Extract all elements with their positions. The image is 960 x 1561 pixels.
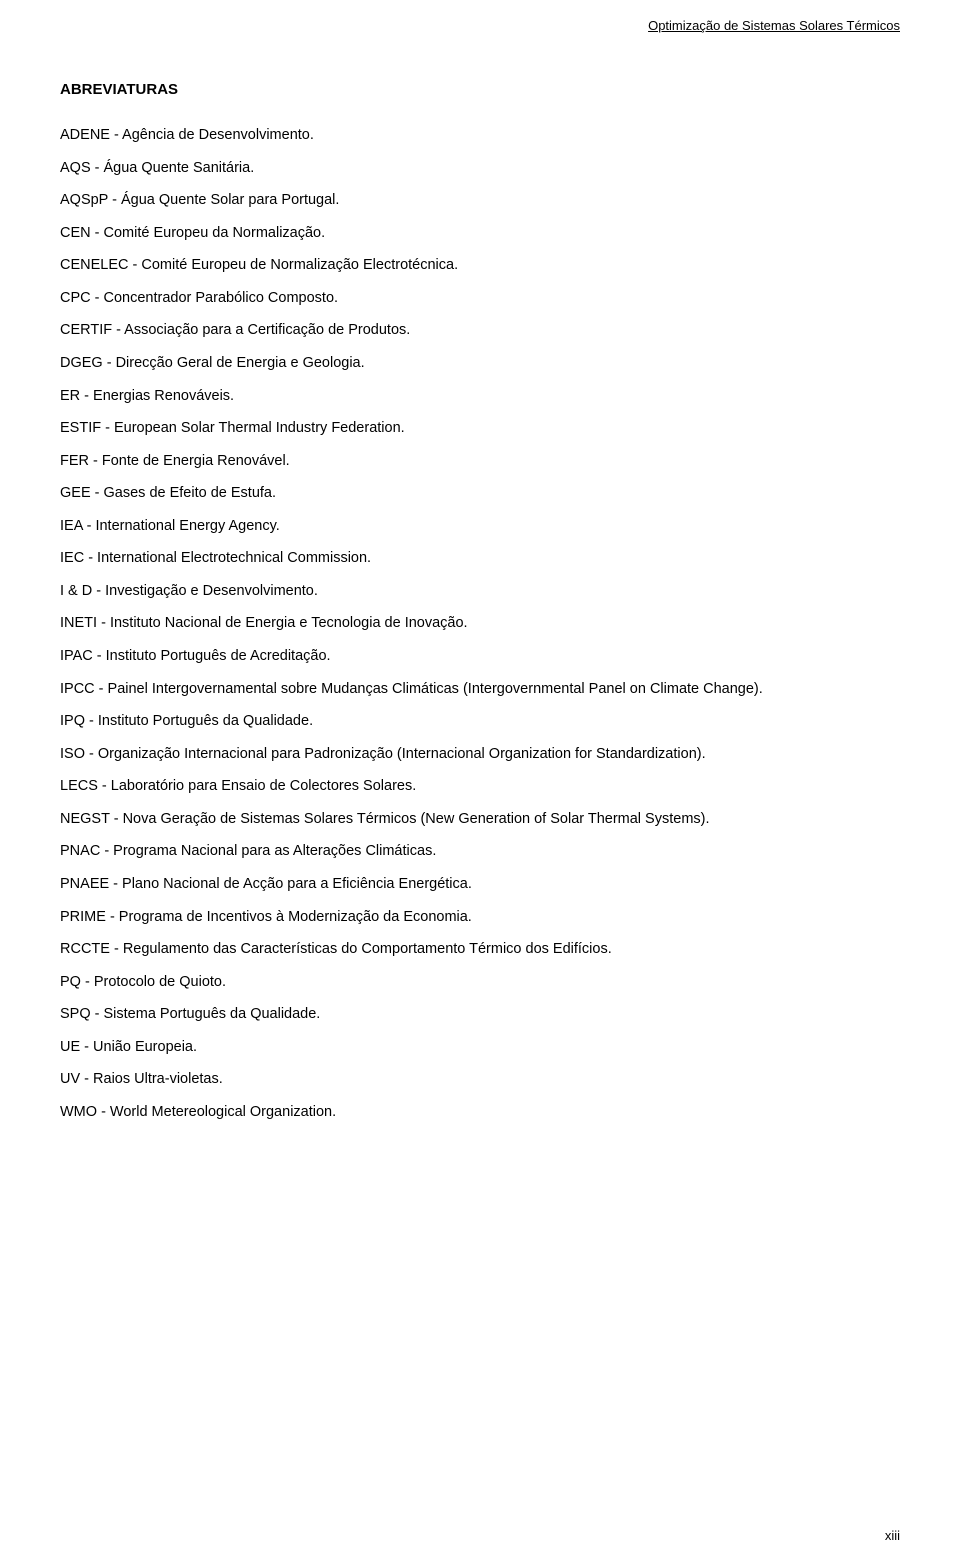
list-item: CERTIF - Associação para a Certificação … bbox=[60, 321, 900, 341]
list-item: IEC - International Electrotechnical Com… bbox=[60, 549, 900, 569]
list-item: RCCTE - Regulamento das Características … bbox=[60, 940, 900, 960]
running-header: Optimização de Sistemas Solares Térmicos bbox=[60, 18, 900, 33]
list-item: CENELEC - Comité Europeu de Normalização… bbox=[60, 256, 900, 276]
list-item: DGEG - Direcção Geral de Energia e Geolo… bbox=[60, 354, 900, 374]
list-item: UV - Raios Ultra-violetas. bbox=[60, 1070, 900, 1090]
list-item: IPAC - Instituto Português de Acreditaçã… bbox=[60, 647, 900, 667]
list-item: ESTIF - European Solar Thermal Industry … bbox=[60, 419, 900, 439]
list-item: PNAC - Programa Nacional para as Alteraç… bbox=[60, 842, 900, 862]
list-item: IPQ - Instituto Português da Qualidade. bbox=[60, 712, 900, 732]
list-item: INETI - Instituto Nacional de Energia e … bbox=[60, 614, 900, 634]
list-item: PQ - Protocolo de Quioto. bbox=[60, 973, 900, 993]
list-item: I & D - Investigação e Desenvolvimento. bbox=[60, 582, 900, 602]
document-page: Optimização de Sistemas Solares Térmicos… bbox=[0, 0, 960, 1561]
list-item: UE - União Europeia. bbox=[60, 1038, 900, 1058]
list-item: LECS - Laboratório para Ensaio de Colect… bbox=[60, 777, 900, 797]
list-item: AQS - Água Quente Sanitária. bbox=[60, 159, 900, 179]
list-item: ISO - Organização Internacional para Pad… bbox=[60, 745, 900, 765]
abbreviation-list: ADENE - Agência de Desenvolvimento. AQS … bbox=[60, 126, 900, 1122]
list-item: ER - Energias Renováveis. bbox=[60, 387, 900, 407]
list-item: PRIME - Programa de Incentivos à Moderni… bbox=[60, 908, 900, 928]
list-item: WMO - World Metereological Organization. bbox=[60, 1103, 900, 1123]
page-number: xiii bbox=[885, 1528, 900, 1543]
list-item: ADENE - Agência de Desenvolvimento. bbox=[60, 126, 900, 146]
list-item: GEE - Gases de Efeito de Estufa. bbox=[60, 484, 900, 504]
list-item: CPC - Concentrador Parabólico Composto. bbox=[60, 289, 900, 309]
list-item: IEA - International Energy Agency. bbox=[60, 517, 900, 537]
list-item: PNAEE - Plano Nacional de Acção para a E… bbox=[60, 875, 900, 895]
list-item: IPCC - Painel Intergovernamental sobre M… bbox=[60, 680, 900, 700]
list-item: CEN - Comité Europeu da Normalização. bbox=[60, 224, 900, 244]
list-item: SPQ - Sistema Português da Qualidade. bbox=[60, 1005, 900, 1025]
list-item: AQSpP - Água Quente Solar para Portugal. bbox=[60, 191, 900, 211]
section-title: ABREVIATURAS bbox=[60, 81, 900, 98]
list-item: FER - Fonte de Energia Renovável. bbox=[60, 452, 900, 472]
list-item: NEGST - Nova Geração de Sistemas Solares… bbox=[60, 810, 900, 830]
